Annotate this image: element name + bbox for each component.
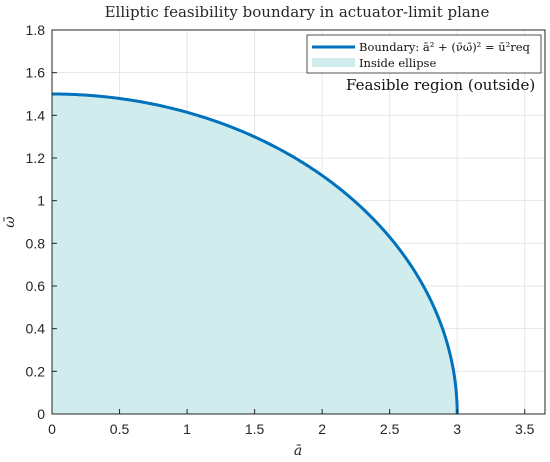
axes-frame bbox=[51, 29, 546, 415]
y-tick-label: 1.6 bbox=[26, 65, 46, 81]
boundary-curve bbox=[51, 92, 459, 415]
x-tick-label: 3.5 bbox=[515, 421, 535, 437]
x-tick-label: 2.5 bbox=[380, 421, 400, 437]
y-tick-label: 0.4 bbox=[26, 321, 46, 337]
y-tick-label: 1 bbox=[37, 193, 45, 209]
chart-title: Elliptic feasibility boundary in actuato… bbox=[105, 3, 490, 21]
inside-ellipse-fill bbox=[52, 94, 458, 414]
y-tick-label: 1.8 bbox=[26, 22, 46, 38]
y-axis-ticks: 0 0.2 0.4 0.6 0.8 1 1.2 1.4 1.6 1.8 bbox=[26, 22, 57, 422]
y-axis-label: ω̄ bbox=[2, 216, 18, 228]
x-axis-ticks: 0 0.5 1 1.5 2 2.5 3 3.5 bbox=[48, 409, 535, 437]
x-axis-label: ā bbox=[294, 443, 302, 459]
feasible-region-annotation: Feasible region (outside) bbox=[346, 76, 535, 94]
x-tick-label: 1.5 bbox=[245, 421, 265, 437]
legend: Boundary: ā² + (ν̄ω̄)² = ū²req Inside el… bbox=[306, 34, 542, 74]
x-tick-label: 3 bbox=[453, 421, 461, 437]
x-tick-label: 0 bbox=[48, 421, 56, 437]
legend-fill-label: Inside ellipse bbox=[359, 56, 436, 70]
y-tick-label: 0.6 bbox=[26, 278, 46, 294]
y-tick-label: 0.8 bbox=[26, 235, 46, 251]
y-tick-label: 0.2 bbox=[26, 363, 46, 379]
x-tick-label: 0.5 bbox=[110, 421, 130, 437]
y-tick-label: 1.4 bbox=[26, 107, 46, 123]
legend-fill-swatch bbox=[312, 58, 355, 67]
x-tick-label: 2 bbox=[318, 421, 326, 437]
x-tick-label: 1 bbox=[183, 421, 191, 437]
y-tick-label: 1.2 bbox=[26, 150, 46, 166]
legend-boundary-label: Boundary: ā² + (ν̄ω̄)² = ū²req bbox=[359, 40, 531, 54]
y-tick-label: 0 bbox=[37, 406, 45, 422]
